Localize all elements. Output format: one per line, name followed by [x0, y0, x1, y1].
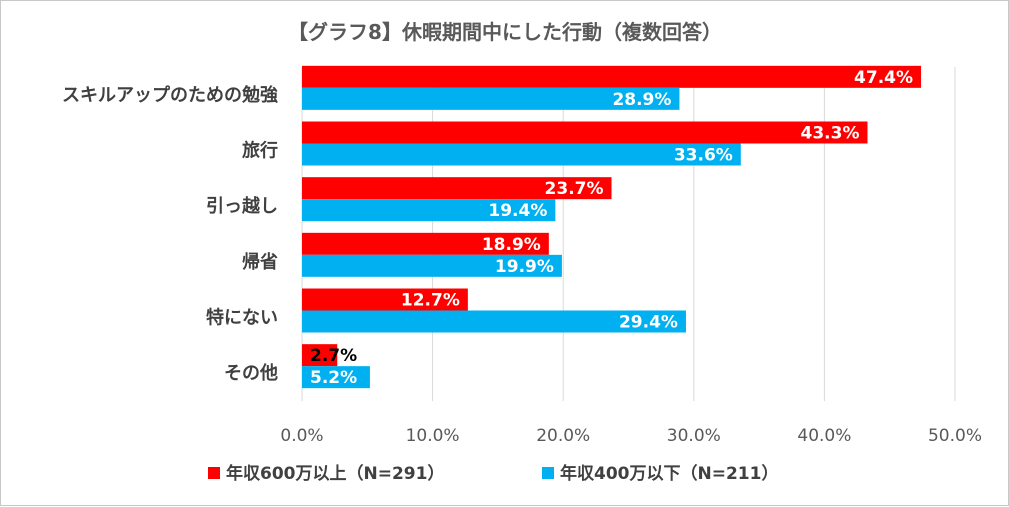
data-label: 33.6%	[674, 146, 733, 166]
bar-series-1	[302, 65, 922, 88]
x-tick-label: 40.0%	[797, 426, 851, 446]
category-label: 旅行	[242, 140, 278, 162]
x-tick-label: 30.0%	[667, 426, 721, 446]
legend-swatch	[542, 467, 554, 479]
bar-series-1	[302, 121, 868, 144]
chart-title: 【グラフ8】休暇期間中にした行動（複数回答）	[288, 20, 722, 44]
data-label: 23.7%	[545, 179, 604, 199]
category-label: 引っ越し	[206, 195, 278, 217]
data-label: 19.9%	[495, 257, 554, 277]
bar-series-1	[302, 344, 338, 367]
x-tick-label: 20.0%	[536, 426, 590, 446]
category-label: 特にない	[206, 307, 278, 329]
data-label: 28.9%	[612, 90, 671, 110]
legend-label: 年収600万以上（N=291）	[226, 463, 444, 484]
bar-series-2	[302, 87, 680, 110]
data-label: 43.3%	[801, 124, 860, 144]
legend-swatch	[208, 467, 220, 479]
bar-series-2	[302, 199, 556, 222]
bar-series-1	[302, 288, 468, 311]
data-label: 18.9%	[482, 235, 541, 255]
bars	[302, 65, 922, 389]
data-label: 12.7%	[401, 291, 460, 311]
category-label: スキルアップのための勉強	[62, 84, 278, 106]
category-label: 帰省	[242, 251, 278, 273]
data-label: 5.2%	[310, 368, 357, 388]
category-label: その他	[224, 362, 278, 384]
x-tick-label: 10.0%	[406, 426, 460, 446]
legend-label: 年収400万以下（N=211）	[560, 463, 778, 484]
legend: 年収600万以上（N=291） 年収400万以下（N=211）	[208, 463, 778, 484]
data-label: 47.4%	[854, 68, 913, 88]
x-axis-ticks: 0.0% 10.0% 20.0% 30.0% 40.0% 50.0%	[280, 426, 982, 446]
data-label: 19.4%	[488, 201, 547, 221]
data-label: 29.4%	[619, 313, 678, 333]
bar-series-2	[302, 254, 562, 277]
bar-series-1	[302, 177, 612, 200]
x-tick-label: 50.0%	[928, 426, 982, 446]
data-labels: 47.4% 43.3% 23.7% 18.9% 12.7% 2.7% 28.9% 33.6% 1…	[310, 68, 913, 388]
bar-series-2	[302, 310, 686, 333]
bar-series-2	[302, 143, 741, 166]
bar-series-2	[302, 366, 370, 389]
bar-series-1	[302, 232, 549, 255]
x-tick-label: 0.0%	[280, 426, 323, 446]
data-label: 2.7%	[310, 346, 357, 366]
